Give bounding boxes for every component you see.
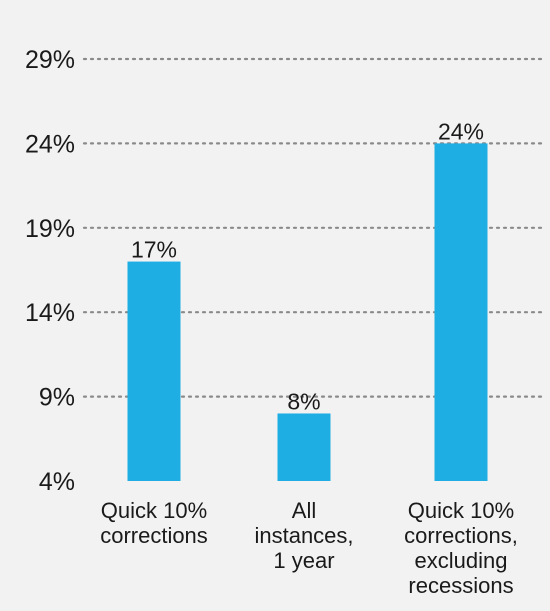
category-label-line: instances, [254,523,353,548]
y-tick-label: 29% [25,46,75,74]
category-label-line: 1 year [273,548,334,573]
category-label: Quick 10% corrections [100,498,208,548]
category-label-line: corrections [100,523,208,548]
category-label-line: Quick 10% [408,498,514,523]
category-label: Quick 10% corrections, excluding recessions [404,498,518,598]
category-label-line: Quick 10% [101,498,207,523]
category-label-line: corrections, [404,523,518,548]
y-axis-tick-labels: 4% 9% 14% 19% 24% 29% [25,46,75,496]
category-label-line: All [292,498,316,523]
y-tick-label: 9% [39,384,75,412]
y-tick-label: 24% [25,130,75,158]
bar [127,261,181,481]
data-label: 24% [438,118,484,144]
category-label-line: excluding [415,548,508,573]
y-tick-label: 4% [39,468,75,496]
data-labels: 17% 8% 24% [131,118,484,414]
bar [434,143,488,481]
y-tick-label: 19% [25,215,75,243]
category-label-line: recessions [408,573,513,598]
data-label: 8% [287,388,320,414]
data-label: 17% [131,237,177,263]
bars [127,143,488,481]
y-tick-label: 14% [25,299,75,327]
category-label: All instances, 1 year [254,498,353,573]
bar [277,413,331,481]
